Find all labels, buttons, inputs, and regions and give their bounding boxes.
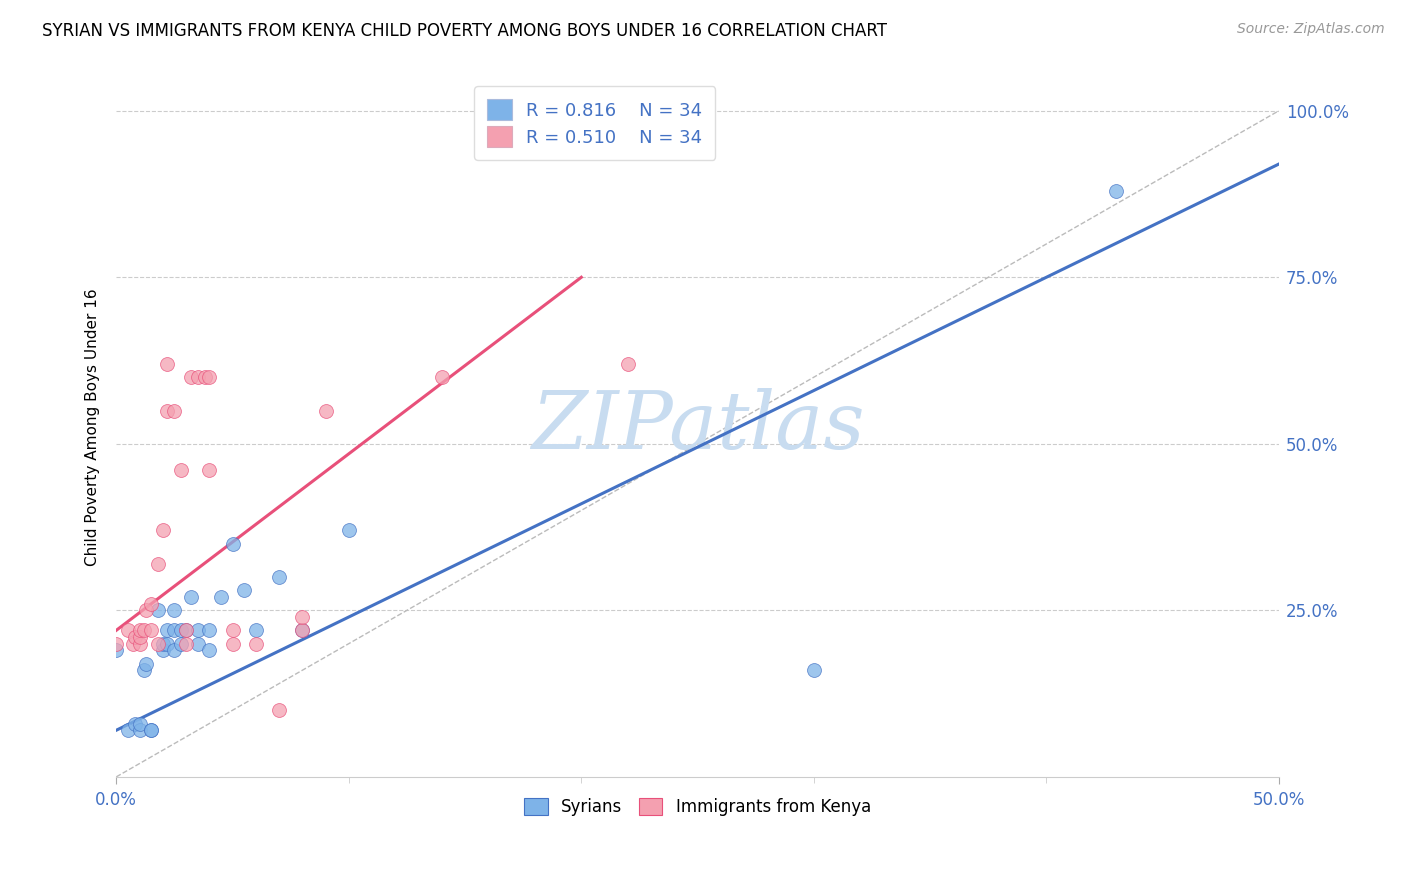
Point [170,637,193,651]
Point [198,463,221,477]
Point [174,624,197,638]
Point [128,637,150,651]
Point [146,557,169,571]
Point [291,624,314,638]
Point [146,603,169,617]
Point [267,570,290,584]
Point [135,603,157,617]
Point [163,624,186,638]
Point [337,524,360,538]
Point [163,643,186,657]
Point [291,624,314,638]
Text: SYRIAN VS IMMIGRANTS FROM KENYA CHILD POVERTY AMONG BOYS UNDER 16 CORRELATION CH: SYRIAN VS IMMIGRANTS FROM KENYA CHILD PO… [42,22,887,40]
Point [803,663,825,677]
Point [198,370,221,384]
Point [152,524,174,538]
Point [198,643,221,657]
Point [221,624,243,638]
Point [121,637,143,651]
Point [221,537,243,551]
Point [128,630,150,644]
Point [117,723,139,738]
Y-axis label: Child Poverty Among Boys Under 16: Child Poverty Among Boys Under 16 [86,288,100,566]
Point [124,630,146,644]
Point [141,723,163,738]
Point [180,370,202,384]
Point [187,370,209,384]
Point [128,624,150,638]
Point [194,370,217,384]
Point [152,643,174,657]
Point [152,637,174,651]
Point [170,463,193,477]
Point [156,637,179,651]
Point [315,403,337,417]
Point [245,637,267,651]
Point [156,624,179,638]
Point [1105,184,1128,198]
Point [174,637,197,651]
Point [141,624,163,638]
Point [128,716,150,731]
Point [267,703,290,717]
Point [170,624,193,638]
Point [245,624,267,638]
Point [117,624,139,638]
Point [156,357,179,371]
Point [156,403,179,417]
Point [135,657,157,671]
Point [174,624,197,638]
Point [146,637,169,651]
Point [134,624,156,638]
Point [209,590,232,604]
Point [128,723,150,738]
Point [617,357,640,371]
Point [187,637,209,651]
Point [233,583,256,598]
Point [163,403,186,417]
Text: Source: ZipAtlas.com: Source: ZipAtlas.com [1237,22,1385,37]
Point [291,610,314,624]
Point [105,643,128,657]
Point [221,637,243,651]
Point [430,370,453,384]
Point [187,624,209,638]
Point [141,597,163,611]
Point [105,637,128,651]
Legend: Syrians, Immigrants from Kenya: Syrians, Immigrants from Kenya [516,789,879,824]
Point [124,716,146,731]
Text: ZIPatlas: ZIPatlas [531,388,865,466]
Point [198,624,221,638]
Point [180,590,202,604]
Point [134,663,156,677]
Point [163,603,186,617]
Point [141,723,163,738]
